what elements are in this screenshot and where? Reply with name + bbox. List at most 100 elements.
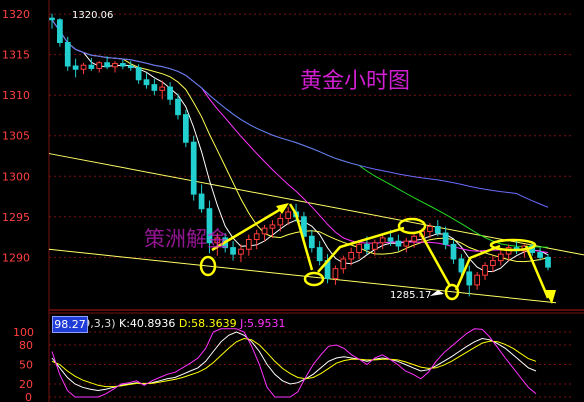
- candle-body: [395, 240, 402, 247]
- candle-body: [80, 64, 87, 70]
- candle-body: [301, 216, 307, 237]
- candle-body: [277, 217, 284, 226]
- candle: [143, 73, 150, 89]
- candle: [230, 241, 236, 261]
- candle: [474, 271, 481, 290]
- candle-body: [348, 251, 355, 260]
- candle-body: [434, 226, 441, 234]
- candle-body: [332, 268, 339, 279]
- candle-body: [411, 235, 418, 242]
- candle-body: [198, 193, 205, 210]
- candle-body: [214, 237, 221, 244]
- candle: [253, 229, 260, 250]
- candle-body: [308, 235, 315, 249]
- candle: [356, 241, 362, 259]
- candle: [206, 200, 213, 254]
- candle-body: [450, 243, 457, 260]
- candle: [371, 239, 378, 256]
- candle: [545, 254, 551, 271]
- candle: [332, 265, 339, 285]
- candle-body: [245, 239, 252, 250]
- d-line: [51, 337, 537, 388]
- candle: [379, 234, 386, 250]
- indicator-tick-label: 20: [19, 378, 33, 391]
- candle: [88, 57, 95, 71]
- kdj-indicator-lines: [51, 328, 537, 398]
- candle-body: [206, 208, 213, 244]
- indicator-tick-label: 100: [13, 326, 34, 339]
- candle: [411, 233, 418, 248]
- candle-body: [159, 86, 166, 91]
- candle: [537, 247, 543, 261]
- candle-body: [238, 248, 244, 255]
- candle-body: [261, 227, 268, 235]
- arrow-head-icon: [276, 203, 289, 214]
- kdj-header: KDJ(9,3,3) K:40.8936 D:58.3639 J:5.9531: [60, 316, 286, 331]
- annotation-circle: [397, 217, 427, 235]
- candle-body: [537, 251, 543, 258]
- candle-body: [356, 243, 362, 253]
- kdj-value-box: 98.27: [52, 316, 88, 333]
- candle-body: [112, 63, 118, 68]
- chart-title: 黄金小时图: [300, 69, 410, 94]
- candle: [167, 82, 173, 105]
- candle-body: [482, 264, 488, 276]
- ma5-line: [51, 19, 549, 273]
- candle-body: [119, 63, 126, 67]
- candle-body: [403, 240, 410, 247]
- candle-body: [182, 114, 189, 143]
- candle: [182, 109, 189, 148]
- candle: [238, 244, 244, 263]
- candle-body: [151, 84, 158, 91]
- candle-body: [466, 271, 473, 286]
- candle: [395, 234, 402, 251]
- low-pointer-icon: [430, 290, 444, 296]
- candle: [261, 224, 268, 242]
- ma60-line: [51, 19, 549, 208]
- candle: [198, 184, 205, 213]
- annotation-circle: [489, 238, 537, 252]
- indicator-tick-label: 80: [19, 339, 33, 352]
- candle: [497, 249, 504, 266]
- low-price-label: 1285.17: [390, 290, 431, 301]
- candle: [112, 61, 118, 73]
- candle: [427, 223, 433, 238]
- candle: [190, 135, 197, 201]
- indicator-tick-label: 50: [19, 359, 33, 372]
- candle-body: [143, 79, 150, 86]
- candle-body: [379, 237, 386, 244]
- arrow-head-icon: [544, 290, 556, 304]
- candle-body: [442, 232, 449, 245]
- candle: [72, 58, 79, 78]
- ma40-line: [51, 19, 549, 248]
- candle-body: [497, 253, 504, 262]
- candle: [442, 226, 449, 250]
- k-line: [51, 331, 537, 392]
- candle: [458, 254, 465, 277]
- annotation-path: [211, 203, 550, 299]
- candle: [513, 241, 520, 255]
- candle: [301, 211, 307, 242]
- price-tick-label: 1295: [2, 211, 30, 224]
- candle-body: [340, 258, 347, 270]
- candle: [245, 234, 252, 256]
- candle-body: [474, 274, 481, 286]
- candle: [159, 80, 166, 100]
- candle: [490, 255, 496, 272]
- candle: [434, 220, 441, 237]
- annotation-circle: [444, 283, 460, 301]
- candle: [269, 220, 276, 238]
- high-price-label: 1320.06: [72, 10, 113, 21]
- price-tick-label: 1320: [2, 8, 30, 21]
- candle-body: [72, 65, 79, 70]
- candle-body: [64, 41, 71, 67]
- candle-body: [458, 258, 465, 273]
- price-tick-label: 1310: [2, 89, 30, 102]
- candle: [285, 207, 292, 225]
- candle-body: [490, 260, 496, 266]
- candle-body: [135, 67, 142, 81]
- annotation-circle: [303, 271, 325, 287]
- candle: [450, 239, 457, 264]
- watermark: 策洲解金: [144, 227, 228, 251]
